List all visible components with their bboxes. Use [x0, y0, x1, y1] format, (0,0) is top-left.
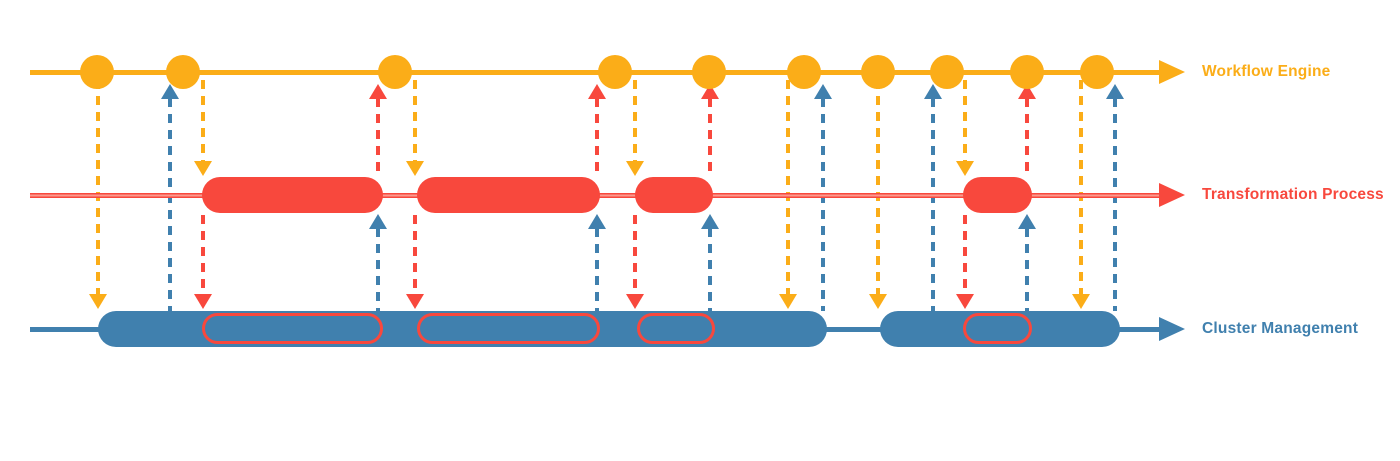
cluster-task-outline: [963, 313, 1032, 344]
flow-arrow-workflow-to-cluster: [869, 80, 887, 309]
dashed-line: [786, 80, 790, 295]
arrowhead: [194, 294, 212, 309]
dashed-line: [963, 215, 967, 295]
lane-label-transformation-process: Transformation Process: [1202, 186, 1384, 203]
arrowhead: [869, 294, 887, 309]
dashed-line: [633, 80, 637, 162]
flow-arrow-workflow-to-transformation: [194, 80, 212, 176]
dashed-line: [201, 80, 205, 162]
lane-label-workflow-engine: Workflow Engine: [1202, 63, 1331, 80]
arrowhead: [626, 294, 644, 309]
dashed-line: [376, 228, 380, 311]
flow-arrow-cluster-to-workflow: [924, 84, 942, 311]
arrowhead: [779, 294, 797, 309]
workflow-event-node: [1010, 55, 1044, 89]
transformation-task: [417, 177, 600, 213]
lane-line-workflow-engine: [30, 69, 1159, 75]
arrowhead: [701, 214, 719, 229]
dashed-line: [821, 98, 825, 311]
dashed-line: [595, 98, 599, 176]
workflow-event-node: [598, 55, 632, 89]
dashed-line: [931, 98, 935, 311]
workflow-event-node: [1080, 55, 1114, 89]
cluster-task-outline: [202, 313, 383, 344]
workflow-event-node: [166, 55, 200, 89]
arrowhead: [406, 294, 424, 309]
flow-arrow-transformation-to-cluster: [194, 215, 212, 309]
dashed-line: [963, 80, 967, 162]
arrowhead: [814, 84, 832, 99]
dashed-line: [201, 215, 205, 295]
dashed-line: [96, 80, 100, 295]
transformation-task: [202, 177, 383, 213]
flow-arrow-cluster-to-transformation: [369, 214, 387, 311]
flow-arrow-workflow-to-cluster: [89, 80, 107, 309]
dashed-line: [1025, 228, 1029, 311]
workflow-event-node: [80, 55, 114, 89]
dashed-line: [413, 215, 417, 295]
dashed-line: [876, 80, 880, 295]
workflow-event-node: [378, 55, 412, 89]
arrowhead: [369, 84, 387, 99]
dashed-line: [168, 98, 172, 311]
flow-arrow-workflow-to-cluster: [1072, 80, 1090, 309]
arrowhead: [369, 214, 387, 229]
lane-arrowhead-cluster-management: [1159, 317, 1185, 341]
lane-arrowhead-workflow-engine: [1159, 60, 1185, 84]
arrowhead: [89, 294, 107, 309]
dashed-line: [1079, 80, 1083, 295]
dashed-line: [708, 228, 712, 311]
arrowhead: [588, 84, 606, 99]
workflow-event-node: [692, 55, 726, 89]
workflow-event-node: [861, 55, 895, 89]
dashed-line: [633, 215, 637, 295]
arrowhead: [161, 84, 179, 99]
flow-arrow-cluster-to-workflow: [161, 84, 179, 311]
flow-arrow-transformation-to-workflow: [369, 84, 387, 176]
cluster-task-outline: [417, 313, 600, 344]
arrowhead: [588, 214, 606, 229]
arrowhead: [1018, 214, 1036, 229]
arrowhead: [194, 161, 212, 176]
flow-arrow-workflow-to-transformation: [626, 80, 644, 176]
flow-arrow-cluster-to-transformation: [1018, 214, 1036, 311]
arrowhead: [1106, 84, 1124, 99]
flow-arrow-cluster-to-transformation: [588, 214, 606, 311]
dashed-line: [376, 98, 380, 176]
flow-arrow-cluster-to-transformation: [701, 214, 719, 311]
workflow-event-node: [787, 55, 821, 89]
arrowhead: [626, 161, 644, 176]
flow-arrow-transformation-to-cluster: [406, 215, 424, 309]
flow-arrow-transformation-to-workflow: [1018, 84, 1036, 176]
arrowhead: [406, 161, 424, 176]
dashed-line: [708, 98, 712, 176]
flow-arrow-workflow-to-transformation: [956, 80, 974, 176]
arrowhead: [924, 84, 942, 99]
lane-label-cluster-management: Cluster Management: [1202, 320, 1359, 337]
workflow-event-node: [930, 55, 964, 89]
flow-arrow-workflow-to-cluster: [779, 80, 797, 309]
flow-arrow-cluster-to-workflow: [814, 84, 832, 311]
cluster-task-outline: [637, 313, 715, 344]
flow-arrow-workflow-to-transformation: [406, 80, 424, 176]
transformation-task: [963, 177, 1032, 213]
dashed-line: [413, 80, 417, 162]
flow-arrow-transformation-to-workflow: [701, 84, 719, 176]
flow-arrow-transformation-to-workflow: [588, 84, 606, 176]
transformation-task: [635, 177, 713, 213]
dashed-line: [1113, 98, 1117, 311]
flow-arrow-cluster-to-workflow: [1106, 84, 1124, 311]
arrowhead: [1072, 294, 1090, 309]
arrowhead: [956, 161, 974, 176]
flow-arrow-transformation-to-cluster: [956, 215, 974, 309]
lane-arrowhead-transformation-process: [1159, 183, 1185, 207]
arrowhead: [956, 294, 974, 309]
dashed-line: [1025, 98, 1029, 176]
flow-arrow-transformation-to-cluster: [626, 215, 644, 309]
dashed-line: [595, 228, 599, 311]
